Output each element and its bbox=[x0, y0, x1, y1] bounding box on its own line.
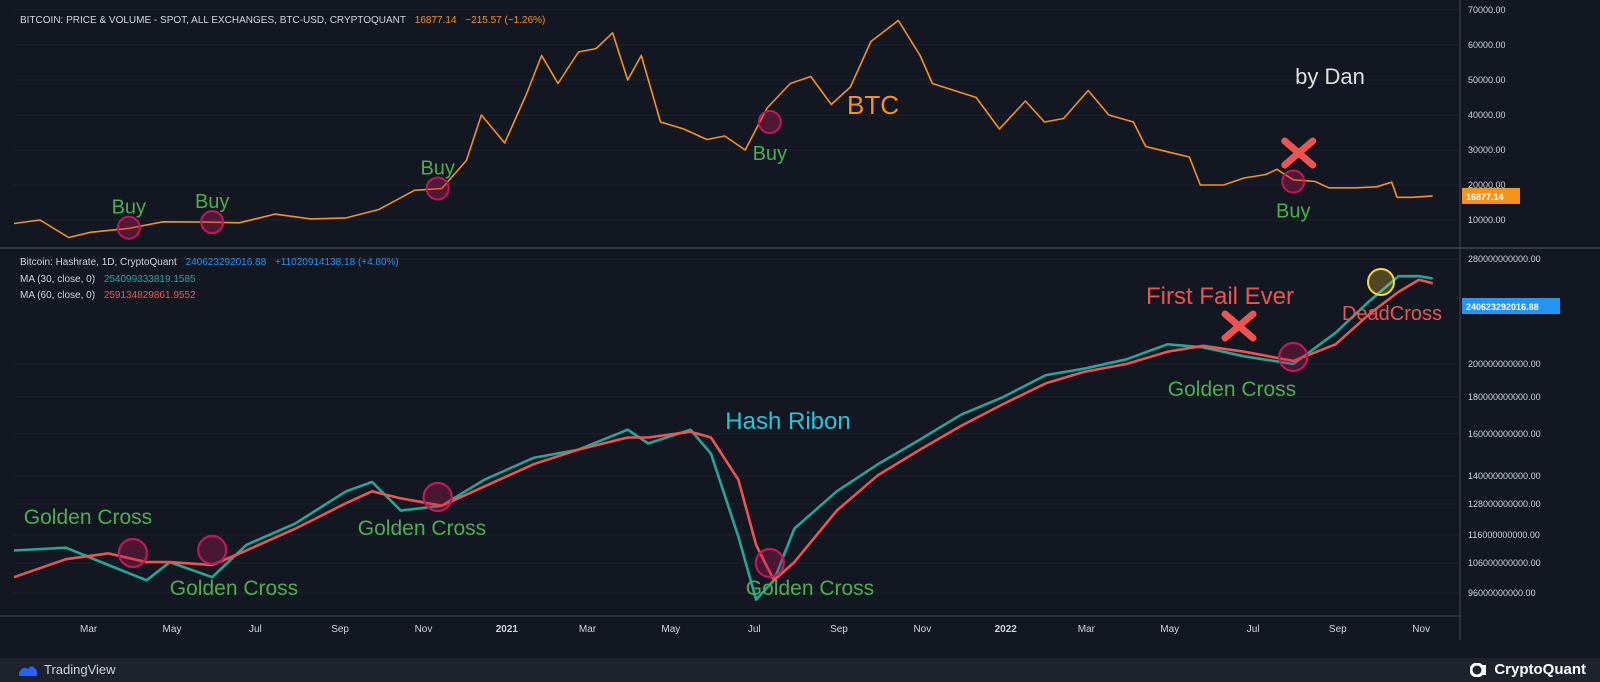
x-tick-label: Nov bbox=[913, 624, 931, 635]
buy-label: Buy bbox=[1276, 201, 1310, 223]
tradingview-icon bbox=[19, 665, 37, 676]
x-tick-label: Mar bbox=[1078, 624, 1096, 635]
by-dan-watermark: by Dan bbox=[1295, 64, 1365, 89]
hashrate-price-tag-label: 240623292016.88 bbox=[1466, 302, 1539, 312]
top-fail-x-mark bbox=[1281, 137, 1317, 169]
golden-cross-label: Golden Cross bbox=[24, 506, 152, 529]
x-tick-label: Jul bbox=[748, 624, 761, 635]
golden-cross-marker bbox=[117, 537, 149, 569]
x-tick-label: Mar bbox=[579, 624, 597, 635]
x-tick-label: Sep bbox=[331, 624, 349, 635]
bottom-y-tick-label: 180000000000.00 bbox=[1468, 392, 1541, 402]
bottom-y-tick-label: 160000000000.00 bbox=[1468, 429, 1541, 439]
x-tick-label: 2021 bbox=[496, 624, 519, 635]
x-tick-label: May bbox=[661, 624, 680, 635]
hashrate-change: +11020914138.18 (+4.80%) bbox=[274, 257, 399, 268]
top-header-price: 16877.14 bbox=[414, 15, 457, 26]
top-header-title: BITCOIN: PRICE & VOLUME - SPOT, ALL EXCH… bbox=[20, 15, 407, 26]
golden-cross-label: Golden Cross bbox=[746, 577, 874, 600]
top-y-tick-label: 60000.00 bbox=[1468, 40, 1506, 50]
bottom-fail-x-mark bbox=[1221, 310, 1257, 342]
first-fail-ever-label: First Fail Ever bbox=[1146, 283, 1294, 310]
golden-cross-label: Golden Cross bbox=[358, 517, 486, 540]
cryptoquant-logo: CryptoQuant bbox=[1470, 661, 1586, 678]
golden-cross-marker bbox=[422, 481, 453, 513]
buy-marker-circle bbox=[1281, 169, 1306, 194]
golden-cross-marker bbox=[1278, 341, 1309, 373]
ma30-title: MA (30, close, 0) bbox=[20, 274, 96, 285]
x-tick-label: Nov bbox=[1412, 624, 1430, 635]
buy-label: Buy bbox=[753, 143, 787, 165]
ma60-value: 259134829861.9552 bbox=[103, 290, 196, 301]
ma60-title: MA (60, close, 0) bbox=[20, 290, 96, 301]
x-tick-label: May bbox=[163, 624, 182, 635]
ma30-line bbox=[13, 274, 1433, 601]
btc-price-tag bbox=[1462, 187, 1520, 204]
dead-cross-marker bbox=[1367, 268, 1395, 296]
cryptoquant-label: CryptoQuant bbox=[1494, 661, 1586, 678]
top-y-tick-label: 20000.00 bbox=[1468, 180, 1506, 190]
buy-marker-circle bbox=[200, 210, 225, 235]
bottom-y-tick-label: 140000000000.00 bbox=[1468, 471, 1541, 481]
buy-marker-circle bbox=[757, 110, 782, 134]
top-y-tick-label: 70000.00 bbox=[1468, 5, 1506, 15]
plot-background bbox=[0, 0, 1600, 658]
bottom-panel-header-line3: MA (60, close, 0) 259134829861.9552 bbox=[20, 290, 202, 301]
ma30-value: 254099333819.1585 bbox=[103, 274, 196, 285]
bottom-y-tick-label: 96000000000.00 bbox=[1468, 588, 1536, 598]
hashrate-title: Bitcoin: Hashrate, 1D, CryptoQuant bbox=[20, 257, 177, 268]
hashrate-value: 240623292016.88 bbox=[185, 257, 267, 268]
bottom-panel-header-line1: Bitcoin: Hashrate, 1D, CryptoQuant 24062… bbox=[20, 257, 405, 268]
footer-bar: TradingView CryptoQuant bbox=[0, 658, 1600, 682]
buy-label: Buy bbox=[420, 158, 454, 180]
x-tick-label: Jul bbox=[1247, 624, 1260, 635]
hashrate-price-tag bbox=[1462, 298, 1560, 314]
x-tick-label: May bbox=[1160, 624, 1179, 635]
top-panel-header: BITCOIN: PRICE & VOLUME - SPOT, ALL EXCH… bbox=[20, 15, 551, 26]
tradingview-logo[interactable]: TradingView bbox=[18, 662, 116, 677]
top-header-change: −215.57 (−1.26%) bbox=[465, 15, 546, 26]
golden-cross-label: Golden Cross bbox=[170, 577, 298, 600]
x-tick-label: Nov bbox=[415, 624, 433, 635]
cryptoquant-icon bbox=[1470, 662, 1487, 677]
btc-series-label: BTC bbox=[847, 90, 899, 120]
btc-price-tag-label: 16877.14 bbox=[1466, 192, 1504, 202]
buy-label: Buy bbox=[195, 191, 229, 213]
btc-price-line bbox=[13, 19, 1433, 239]
top-y-tick-label: 10000.00 bbox=[1468, 215, 1506, 225]
price-axis-background bbox=[1460, 0, 1600, 658]
bottom-y-tick-label: 106000000000.00 bbox=[1468, 558, 1541, 568]
golden-cross-marker bbox=[754, 547, 785, 579]
x-tick-label: Jul bbox=[249, 624, 262, 635]
x-tick-label: Sep bbox=[830, 624, 848, 635]
buy-marker-circle bbox=[425, 176, 450, 201]
bottom-panel-header-line2: MA (30, close, 0) 254099333819.1585 bbox=[20, 274, 202, 285]
bottom-y-tick-label: 200000000000.00 bbox=[1468, 359, 1541, 369]
x-tick-label: Sep bbox=[1329, 624, 1347, 635]
bottom-y-tick-label: 116000000000.00 bbox=[1468, 530, 1540, 540]
buy-label: Buy bbox=[112, 197, 146, 219]
tradingview-label: TradingView bbox=[44, 662, 116, 677]
hash-ribbon-label: Hash Ribon bbox=[725, 408, 850, 435]
ma60-line bbox=[13, 278, 1434, 582]
top-y-tick-label: 50000.00 bbox=[1468, 75, 1506, 85]
bottom-y-tick-label: 128000000000.00 bbox=[1468, 499, 1541, 509]
top-y-tick-label: 30000.00 bbox=[1468, 145, 1506, 155]
x-tick-label: 2022 bbox=[995, 624, 1018, 635]
x-tick-label: Mar bbox=[80, 624, 98, 635]
golden-cross-marker bbox=[197, 534, 228, 566]
top-y-tick-label: 40000.00 bbox=[1468, 110, 1506, 120]
golden-cross-label: Golden Cross bbox=[1168, 378, 1296, 401]
bottom-y-tick-label: 280000000000.00 bbox=[1468, 254, 1541, 264]
buy-marker-circle bbox=[116, 215, 141, 240]
dead-cross-label: DeadCross bbox=[1342, 303, 1442, 325]
